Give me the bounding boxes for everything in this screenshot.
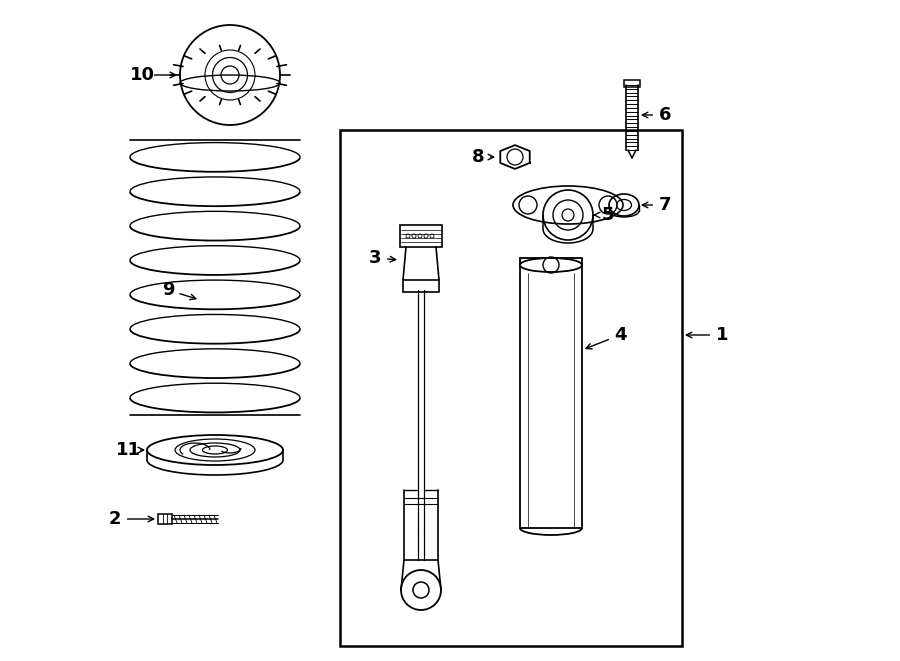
Bar (624, 80, 640, 87)
Text: 1: 1 (716, 326, 728, 344)
Bar (400, 225, 442, 247)
Text: 2: 2 (109, 510, 122, 528)
Text: 5: 5 (602, 206, 614, 224)
Text: 10: 10 (130, 66, 155, 84)
Bar (403, 280, 439, 292)
Bar (520, 258, 582, 528)
Bar (158, 514, 172, 524)
Text: 11: 11 (115, 441, 140, 459)
Bar (340, 130, 682, 646)
Text: 7: 7 (659, 196, 671, 214)
Text: 4: 4 (614, 326, 626, 344)
Text: 3: 3 (369, 249, 382, 267)
Text: 9: 9 (162, 281, 175, 299)
Text: 8: 8 (472, 148, 484, 166)
Text: 6: 6 (659, 106, 671, 124)
